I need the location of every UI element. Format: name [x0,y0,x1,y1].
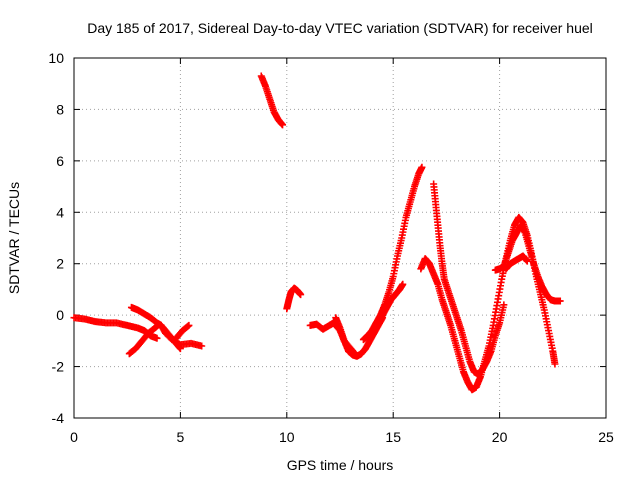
y-tick-label: 8 [56,101,64,117]
data-point [523,257,531,265]
data-series [70,72,564,394]
data-point [279,121,287,129]
data-point [185,321,193,329]
x-tick-label: 15 [385,429,401,445]
data-point [500,301,508,309]
y-tick-label: 0 [56,307,64,323]
data-point [297,291,305,299]
y-axis-ticks: -4 -2 0 2 4 6 8 10 [48,50,606,426]
y-tick-label: -4 [52,410,65,426]
data-point [551,360,559,368]
y-axis-label: SDTVAR / TECUs [6,182,22,294]
y-tick-label: -2 [52,359,65,375]
x-tick-label: 25 [598,429,614,445]
x-tick-label: 0 [70,429,78,445]
data-point [153,334,161,342]
x-tick-label: 5 [177,429,185,445]
data-series-pass-12 [430,180,508,378]
y-tick-label: 4 [56,204,64,220]
data-series-pass-9 [359,163,426,344]
x-axis-ticks: 0 5 10 15 20 25 [70,58,614,445]
y-tick-label: 2 [56,256,64,272]
y-tick-label: 6 [56,153,64,169]
data-series-pass-5 [257,72,287,129]
x-axis-label: GPS time / hours [287,457,394,473]
data-point [198,342,206,350]
data-series-pass-4 [172,321,193,342]
chart-grid [74,58,606,418]
plot-frame [73,57,607,419]
data-series-pass-3 [127,303,206,350]
y-tick-label: 10 [48,50,64,66]
data-series-pass-14 [502,252,531,273]
x-tick-label: 10 [279,429,295,445]
data-point [399,280,407,288]
data-series-pass-13 [491,221,564,305]
chart-title: Day 185 of 2017, Sidereal Day-to-day VTE… [87,20,593,36]
data-point [556,297,564,305]
data-point [418,163,426,171]
data-series-pass-6 [283,284,305,313]
x-tick-label: 20 [492,429,508,445]
data-series-pass-10 [366,280,407,342]
